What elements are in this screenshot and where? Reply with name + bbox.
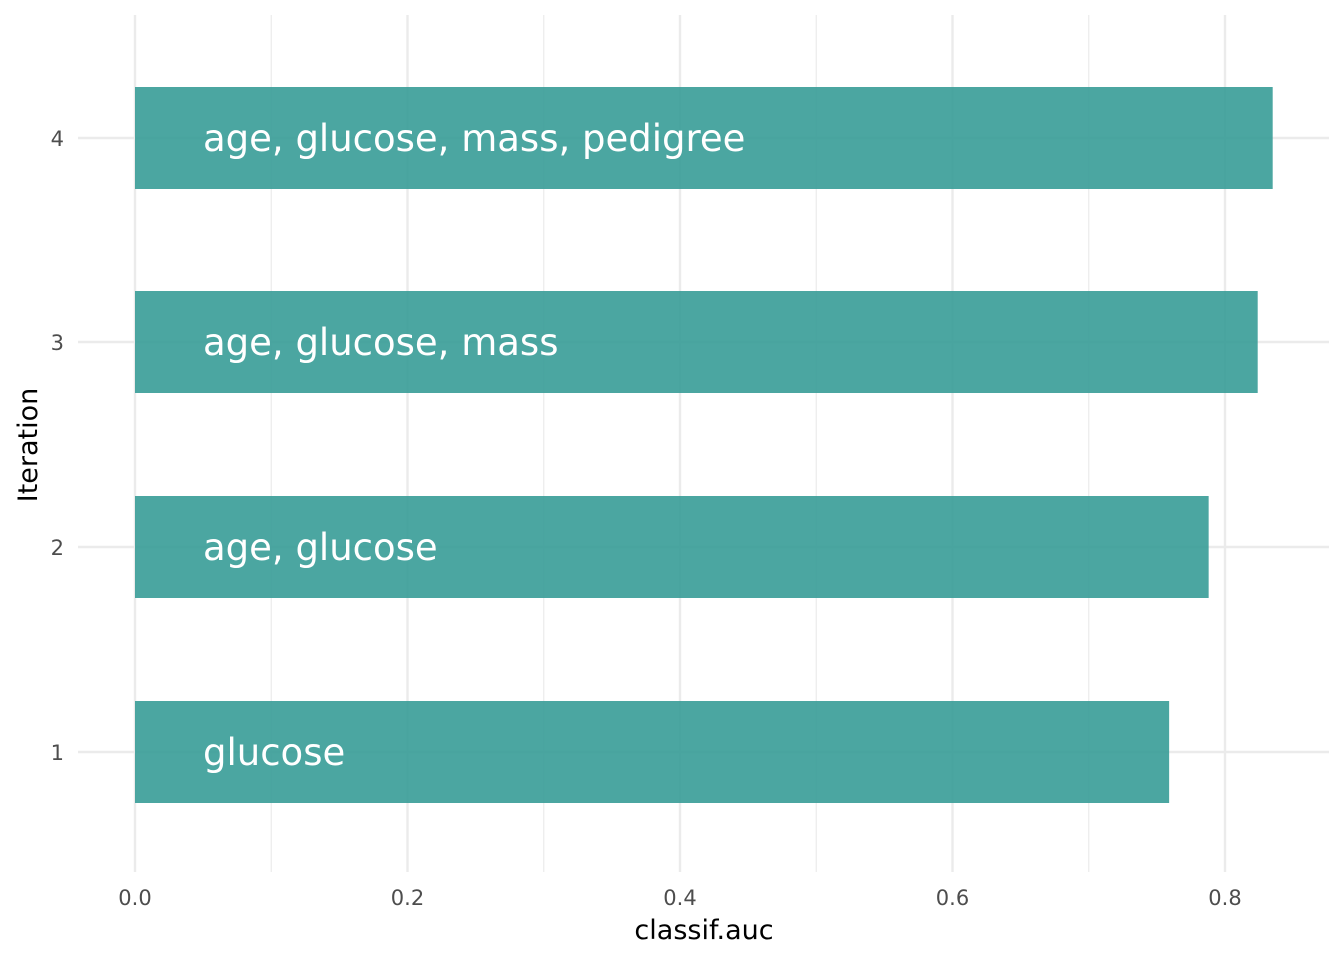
y-tick-label: 2 [51,536,64,560]
x-axis-ticks: 0.0 0.2 0.4 0.6 0.8 [118,886,1241,910]
x-tick-label: 0.2 [391,886,424,910]
bar [135,496,1209,598]
y-axis-ticks: 1 2 3 4 [51,127,64,765]
y-tick-label: 3 [51,331,64,355]
bar-label: age, glucose [203,526,438,569]
x-tick-label: 0.6 [936,886,969,910]
y-tick-label: 1 [51,741,64,765]
bar [135,701,1170,803]
bar-label: glucose [203,731,345,774]
x-tick-label: 0.8 [1208,886,1241,910]
bar [135,87,1273,189]
bar-label: age, glucose, mass, pedigree [203,117,745,160]
bar-labels: glucose age, glucose age, glucose, mass age… [203,117,745,774]
y-tick-label: 4 [51,127,64,151]
bars [135,87,1273,803]
x-tick-label: 0.4 [663,886,696,910]
x-tick-label: 0.0 [118,886,151,910]
bar-label: age, glucose, mass [203,321,558,364]
bar [135,291,1258,393]
y-axis-title: Iteration [13,388,44,503]
x-axis-title: classif.auc [634,915,773,946]
